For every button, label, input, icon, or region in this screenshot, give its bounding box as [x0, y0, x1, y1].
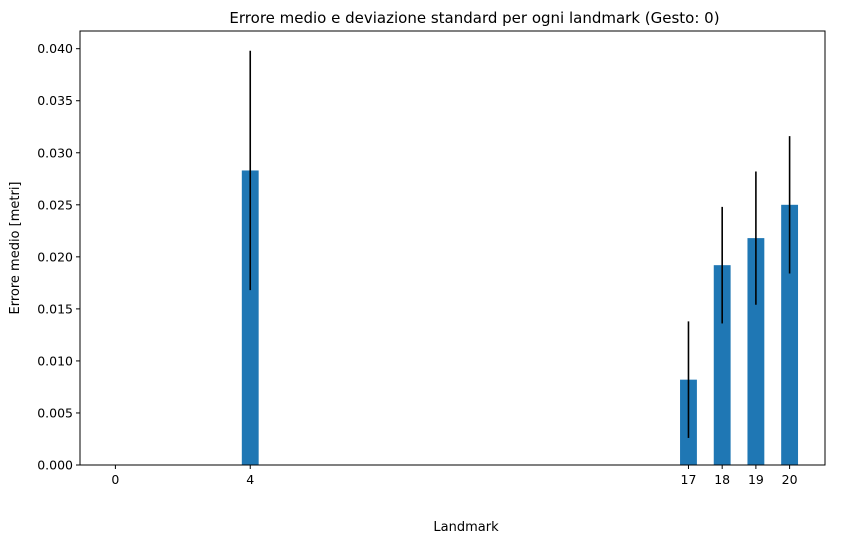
- x-tick-label: 18: [714, 472, 730, 487]
- y-tick-label: 0.010: [37, 353, 73, 368]
- chart-title: Errore medio e deviazione standard per o…: [229, 9, 719, 27]
- error-bars: [249, 50, 791, 438]
- bar-landmark-19: [747, 238, 765, 465]
- y-tick-label: 0.015: [37, 301, 73, 316]
- y-axis-label: Errore medio [metri]: [8, 181, 23, 314]
- bar-landmark-18: [713, 265, 731, 465]
- bars: [241, 170, 799, 465]
- y-tick-label: 0.025: [37, 197, 73, 212]
- x-tick-label: 20: [782, 472, 798, 487]
- y-tick-label: 0.000: [37, 458, 73, 473]
- plot-frame: [79, 30, 826, 466]
- x-axis: 0 4 17 18 19 20: [111, 465, 798, 487]
- x-axis-label: Landmark: [433, 520, 499, 535]
- y-tick-label: 0.040: [37, 41, 73, 56]
- bar-landmark-20: [781, 204, 799, 465]
- y-tick-label: 0.030: [37, 145, 73, 160]
- y-tick-label: 0.035: [37, 93, 73, 108]
- y-tick-label: 0.005: [37, 405, 73, 420]
- x-tick-label: 4: [246, 472, 254, 487]
- x-tick-label: 19: [748, 472, 764, 487]
- plot-area: [80, 31, 863, 465]
- x-tick-label: 17: [681, 472, 697, 487]
- y-axis: 0.000 0.005 0.010 0.015 0.020 0.025 0.030 0.035…: [37, 41, 80, 473]
- x-tick-label: 0: [111, 472, 119, 487]
- y-tick-label: 0.020: [37, 249, 73, 264]
- bar-landmark-4: [241, 170, 259, 465]
